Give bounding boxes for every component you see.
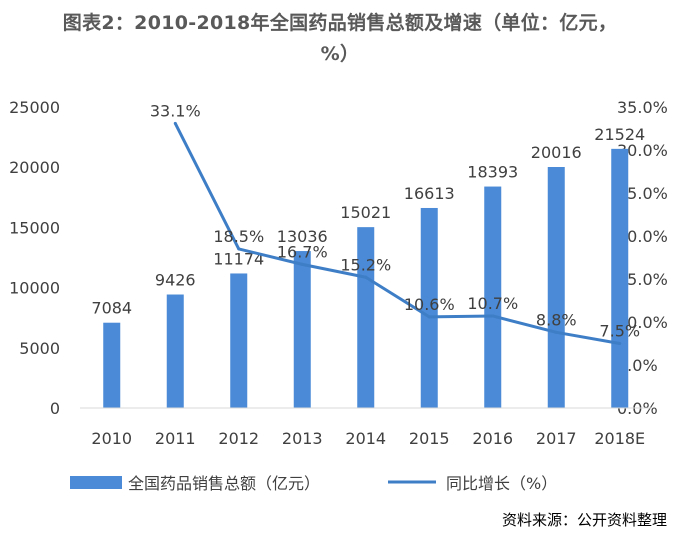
x-tick-label: 2015 xyxy=(409,429,450,448)
bar xyxy=(547,167,565,408)
legend-bar-swatch xyxy=(70,476,122,489)
bar xyxy=(420,207,438,408)
bar-data-label: 18393 xyxy=(467,163,518,182)
right-tick-label: 20.0% xyxy=(617,227,668,246)
legend: 全国药品销售总额（亿元） 同比增长（%） xyxy=(70,474,557,493)
x-tick-label: 2017 xyxy=(536,429,577,448)
x-tick-label: 2016 xyxy=(472,429,513,448)
bar xyxy=(103,322,121,408)
line-data-label: 8.8% xyxy=(536,310,577,329)
right-tick-label: 10.0% xyxy=(617,313,668,332)
line-data-label: 18.5% xyxy=(213,227,264,246)
bar xyxy=(293,251,311,408)
right-tick-label: 15.0% xyxy=(617,270,668,289)
bar-data-label: 21524 xyxy=(594,125,645,144)
right-tick-label: 35.0% xyxy=(617,98,668,117)
line-point xyxy=(364,275,368,279)
line-data-labels: 33.1% 18.5% 16.7% 15.2% 10.6% 10.7% 8.8% 7.5% xyxy=(150,101,640,345)
bar-data-label: 20016 xyxy=(531,143,582,162)
line-series xyxy=(173,122,621,345)
growth-line xyxy=(173,122,621,345)
line-data-label: 7.5% xyxy=(599,322,640,341)
x-tick-label: 2012 xyxy=(218,429,259,448)
bar-series xyxy=(103,148,629,408)
line-data-label: 10.7% xyxy=(467,294,518,313)
x-axis: 2010 2011 2012 2013 2014 2015 2016 2017 2018E xyxy=(80,407,652,448)
legend-line-label: 同比增长（%） xyxy=(446,474,557,493)
line-point xyxy=(554,330,558,334)
bar-data-label: 7084 xyxy=(91,299,132,318)
line-point xyxy=(300,262,304,266)
left-tick-label: 0 xyxy=(50,399,60,418)
bar xyxy=(166,294,184,408)
right-tick-label: 30.0% xyxy=(617,141,668,160)
line-data-label: 15.2% xyxy=(340,255,391,274)
source-note: 资料来源：公开资料整理 xyxy=(501,511,667,529)
bar xyxy=(357,227,375,408)
legend-bar-label: 全国药品销售总额（亿元） xyxy=(128,474,320,493)
x-tick-label: 2013 xyxy=(282,429,323,448)
left-tick-label: 10000 xyxy=(9,279,60,298)
x-tick-label: 2014 xyxy=(345,429,386,448)
line-point xyxy=(491,314,495,318)
bar-data-label: 9426 xyxy=(155,271,196,290)
bar xyxy=(230,273,248,408)
line-point xyxy=(618,342,622,345)
line-point xyxy=(237,247,241,251)
bar xyxy=(611,148,629,408)
bar-data-label: 16613 xyxy=(404,184,455,203)
left-tick-label: 20000 xyxy=(9,158,60,177)
chart-title: 图表2：2010-2018年全国药品销售总额及增速（单位：亿元，%） xyxy=(62,12,618,65)
line-point xyxy=(173,121,177,125)
left-tick-label: 25000 xyxy=(9,98,60,117)
right-tick-label: 25.0% xyxy=(617,184,668,203)
bar-data-labels: 7084 9426 11174 13036 15021 16613 18393 20016 21… xyxy=(91,125,645,318)
x-tick-label: 2010 xyxy=(91,429,132,448)
bar xyxy=(484,186,502,408)
x-tick-label: 2018E xyxy=(594,429,645,448)
left-tick-label: 5000 xyxy=(19,339,60,358)
line-data-label: 10.6% xyxy=(404,295,455,314)
x-tick-label: 2011 xyxy=(155,429,196,448)
line-data-label: 33.1% xyxy=(150,101,201,120)
bar-data-label: 13036 xyxy=(277,227,328,246)
bar-data-label: 11174 xyxy=(213,249,264,268)
left-axis: 0 5000 10000 15000 20000 25000 xyxy=(9,98,60,418)
line-data-label: 16.7% xyxy=(277,242,328,261)
left-tick-label: 15000 xyxy=(9,218,60,237)
bar-data-label: 15021 xyxy=(340,203,391,222)
line-point xyxy=(427,315,431,319)
